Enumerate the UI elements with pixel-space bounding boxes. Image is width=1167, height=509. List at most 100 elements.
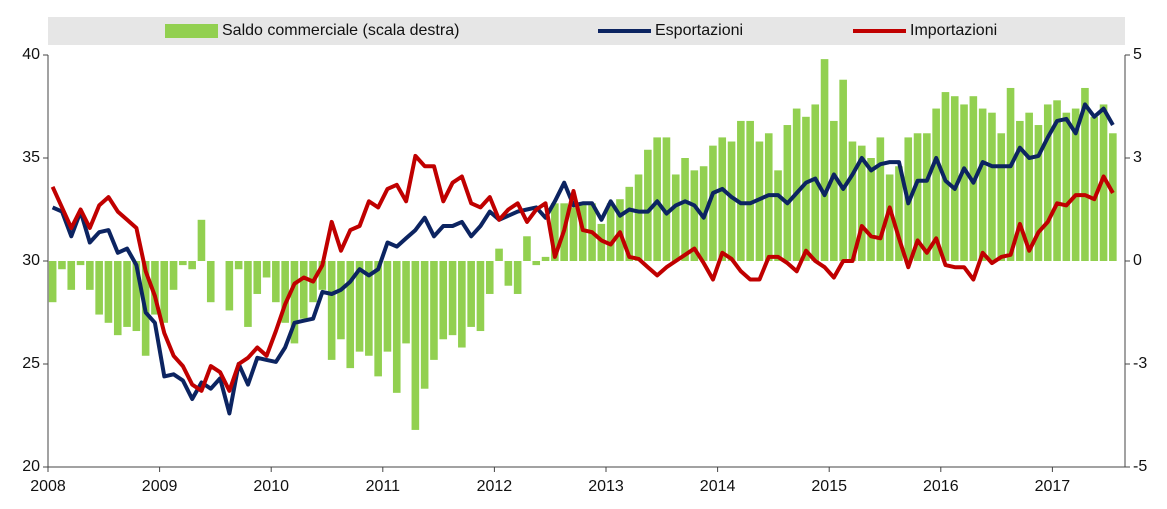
bar <box>1025 112 1033 262</box>
bar <box>458 261 466 348</box>
y2-tick-label: -5 <box>1133 458 1147 475</box>
bar <box>857 145 866 261</box>
bar <box>895 166 903 261</box>
bar <box>346 261 355 369</box>
y-tick-label: 30 <box>22 252 40 269</box>
y2-tick-label: 0 <box>1133 252 1142 269</box>
x-tick-label: 2017 <box>1035 478 1071 495</box>
legend-background <box>48 17 1125 45</box>
x-tick-label: 2012 <box>477 478 513 495</box>
bar <box>978 108 987 261</box>
bar <box>1071 108 1080 261</box>
bar <box>504 261 513 286</box>
bar <box>671 174 680 261</box>
bar <box>644 149 652 261</box>
line <box>50 153 1115 393</box>
bar <box>848 141 857 261</box>
bar <box>820 59 829 262</box>
bar <box>606 203 615 261</box>
legend-label: Esportazioni <box>655 22 743 39</box>
bar <box>439 261 448 340</box>
bar <box>634 174 643 261</box>
bar <box>1099 104 1108 261</box>
bar <box>262 261 271 278</box>
legend-swatch <box>165 24 218 38</box>
bar <box>932 108 940 261</box>
bar <box>1090 116 1099 261</box>
bar <box>151 261 159 315</box>
bar <box>355 261 364 352</box>
bar <box>690 170 699 261</box>
bar <box>625 186 634 261</box>
bar <box>653 137 661 261</box>
bar <box>802 116 810 261</box>
bar <box>495 248 503 261</box>
bar <box>950 96 959 261</box>
bar <box>578 203 587 261</box>
bar <box>244 261 252 327</box>
y-tick-label: 25 <box>22 355 40 372</box>
bar <box>1062 112 1071 262</box>
y2-tick-label: 5 <box>1133 46 1142 63</box>
bar <box>923 133 931 261</box>
bar <box>485 261 494 294</box>
bar <box>392 261 401 393</box>
bar <box>876 137 885 261</box>
bar <box>616 199 624 261</box>
bar <box>411 261 420 430</box>
line <box>51 102 1115 416</box>
bar <box>1016 120 1024 261</box>
bar <box>179 261 187 266</box>
x-tick-label: 2015 <box>811 478 847 495</box>
bar <box>1043 104 1052 261</box>
bar <box>337 261 345 340</box>
bar <box>830 120 838 261</box>
bar <box>467 261 475 327</box>
legend-label: Saldo commerciale (scala destra) <box>222 22 459 39</box>
bar <box>299 261 308 319</box>
x-tick-label: 2014 <box>700 478 736 495</box>
bar <box>839 79 847 261</box>
bar <box>681 158 689 261</box>
bar <box>48 261 57 303</box>
bar <box>1034 125 1043 261</box>
bar <box>58 261 66 270</box>
bar <box>551 203 559 261</box>
bar <box>327 261 336 360</box>
bar <box>76 261 85 266</box>
bar <box>476 261 485 332</box>
bar <box>290 261 299 344</box>
bar <box>383 261 392 352</box>
bar <box>318 261 327 290</box>
bar <box>123 261 131 327</box>
y-tick-label: 35 <box>22 149 40 166</box>
y-tick-label: 20 <box>22 458 40 475</box>
bar <box>960 104 968 261</box>
bar <box>997 133 1006 261</box>
bar <box>197 219 206 261</box>
bar <box>541 256 550 261</box>
bar <box>783 125 792 261</box>
bar <box>988 112 996 262</box>
bar <box>272 261 280 303</box>
bar <box>727 141 736 261</box>
bar <box>913 133 922 261</box>
x-tick-label: 2009 <box>142 478 178 495</box>
bar <box>709 145 717 261</box>
bar <box>737 120 745 261</box>
bar <box>430 261 438 360</box>
bar <box>885 174 894 261</box>
bar <box>67 261 76 290</box>
bar <box>1109 133 1117 261</box>
bar <box>1081 87 1089 262</box>
x-tick-label: 2013 <box>588 478 624 495</box>
bar <box>234 261 243 270</box>
bar <box>206 261 215 303</box>
x-tick-label: 2011 <box>366 478 401 495</box>
bar <box>104 261 113 323</box>
bar <box>169 261 178 290</box>
bar <box>792 108 801 261</box>
bar <box>402 261 410 344</box>
y2-tick-label: -3 <box>1133 355 1147 372</box>
x-tick-label: 2008 <box>30 478 66 495</box>
